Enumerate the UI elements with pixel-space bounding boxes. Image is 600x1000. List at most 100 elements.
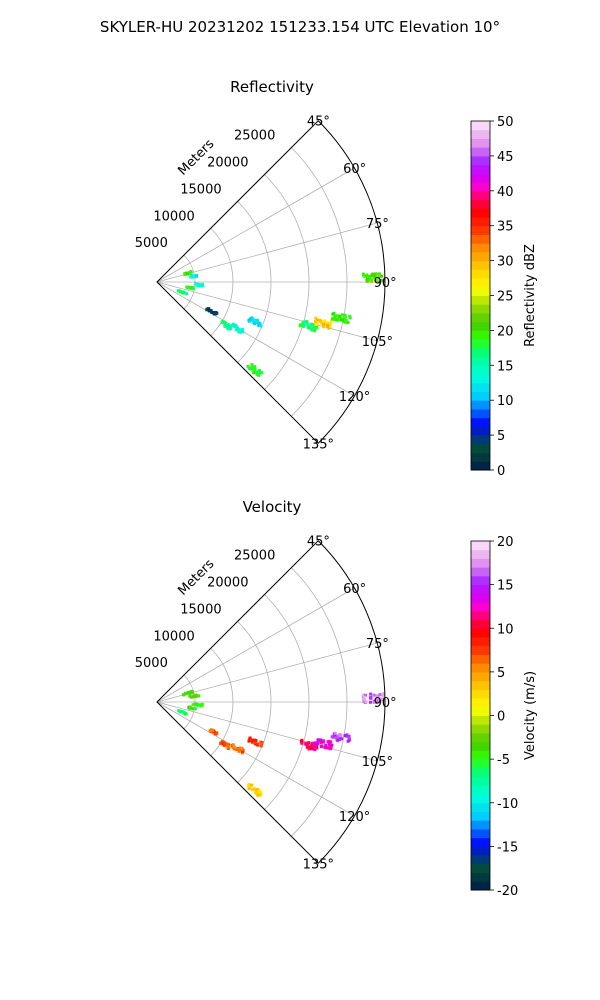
echo-gate: [186, 691, 190, 695]
echo-gate: [207, 309, 211, 313]
colorbar-band: [471, 828, 490, 839]
angle-tick-label: 45°: [307, 115, 330, 130]
range-tick-label: 5000: [135, 656, 168, 671]
echo-gate: [238, 329, 242, 333]
echo-gate: [316, 738, 320, 742]
echo-gate: [255, 788, 259, 792]
colorbar-band: [471, 435, 490, 445]
colorbar-band: [471, 750, 490, 760]
echo-gate: [256, 370, 260, 374]
echo-gate: [365, 279, 369, 283]
echo-gate: [323, 322, 327, 326]
colorbar-band: [471, 365, 490, 375]
echo-gate: [320, 321, 324, 325]
echo-gate: [347, 734, 351, 738]
echo-gate: [331, 312, 335, 316]
echo-gate: [250, 363, 254, 367]
echo-gate: [307, 747, 311, 751]
echo-gate: [329, 320, 333, 324]
azimuth-spoke: [156, 281, 355, 397]
colorbar-band: [471, 619, 490, 629]
velocity-angle-ticks: 45° 60° 75° 90° 105° 120° 135°: [303, 535, 397, 873]
echo-gate: [340, 737, 344, 741]
echo-gate: [335, 317, 339, 321]
figure-title: SKYLER-HU 20231202 151233.154 UTC Elevat…: [100, 18, 500, 36]
echo-gate: [365, 273, 369, 277]
azimuth-spoke: [156, 167, 355, 283]
echo-gate: [321, 739, 325, 743]
angle-tick-label: 105°: [362, 755, 393, 770]
echo-gate: [367, 274, 371, 278]
echo-gate: [301, 321, 305, 325]
echo-gate: [179, 290, 183, 294]
echo-gate: [378, 698, 382, 702]
echo-gate: [313, 748, 317, 752]
echo-cluster: [299, 738, 319, 752]
echo-gate: [343, 734, 347, 738]
echo-gate: [305, 745, 309, 749]
colorbar-band: [471, 138, 490, 148]
echo-gate: [205, 307, 209, 311]
echo-gate: [240, 747, 244, 751]
echo-gate: [326, 740, 330, 744]
echo-gate: [234, 328, 238, 332]
azimuth-spoke: [156, 281, 378, 342]
echo-gate: [328, 747, 332, 751]
echo-gate: [341, 318, 345, 322]
echo-cluster: [231, 743, 245, 755]
echo-gate: [347, 736, 351, 740]
echo-gate: [376, 696, 380, 700]
echo-gate: [326, 324, 330, 328]
echo-gate: [375, 272, 379, 276]
echo-gate: [377, 272, 381, 276]
echo-gate: [193, 706, 197, 710]
echo-gate: [361, 272, 365, 276]
echo-gate: [185, 292, 189, 296]
colorbar-tick-label: 15: [497, 359, 514, 374]
echo-gate: [364, 693, 368, 697]
echo-gate: [259, 744, 263, 748]
echo-gate: [362, 697, 366, 701]
echo-cluster: [246, 363, 264, 377]
range-tick-label: 20000: [207, 576, 248, 591]
echo-cluster: [330, 311, 352, 324]
echo-gate: [314, 745, 318, 749]
echo-cluster: [219, 739, 231, 750]
echo-gate: [314, 316, 318, 320]
colorbar-band: [471, 234, 490, 244]
echo-gate: [260, 371, 264, 375]
range-tick-label: 10000: [153, 629, 194, 644]
colorbar-band: [471, 785, 490, 795]
echo-gate: [324, 743, 328, 747]
echo-cluster: [361, 272, 385, 284]
colorbar-band: [471, 881, 490, 891]
echo-cluster: [189, 274, 199, 279]
echo-gate: [224, 324, 228, 328]
echo-gate: [185, 271, 189, 275]
echo-gate: [306, 326, 310, 330]
echo-gate: [346, 739, 350, 743]
echo-gate: [305, 743, 309, 747]
echo-gate: [298, 324, 302, 328]
colorbar-band: [471, 794, 490, 804]
echo-gate: [375, 694, 379, 698]
colorbar-band: [471, 811, 490, 821]
colorbar-tick-label: 5: [497, 429, 505, 444]
colorbar-band: [471, 689, 490, 699]
echo-gate: [310, 741, 314, 745]
colorbar-band: [471, 147, 490, 157]
colorbar-band: [471, 802, 490, 812]
echo-gate: [364, 700, 368, 704]
echo-gate: [252, 741, 256, 745]
colorbar-band: [471, 671, 490, 682]
echo-gate: [319, 740, 323, 744]
echo-gate: [207, 307, 211, 311]
echo-cluster: [231, 322, 245, 334]
echo-gate: [311, 743, 315, 747]
colorbar-band: [471, 208, 490, 218]
echo-cluster: [181, 690, 194, 697]
echo-gate: [188, 286, 192, 290]
echo-gate: [229, 324, 233, 328]
echo-gate: [331, 317, 335, 321]
echo-gate: [253, 365, 257, 369]
